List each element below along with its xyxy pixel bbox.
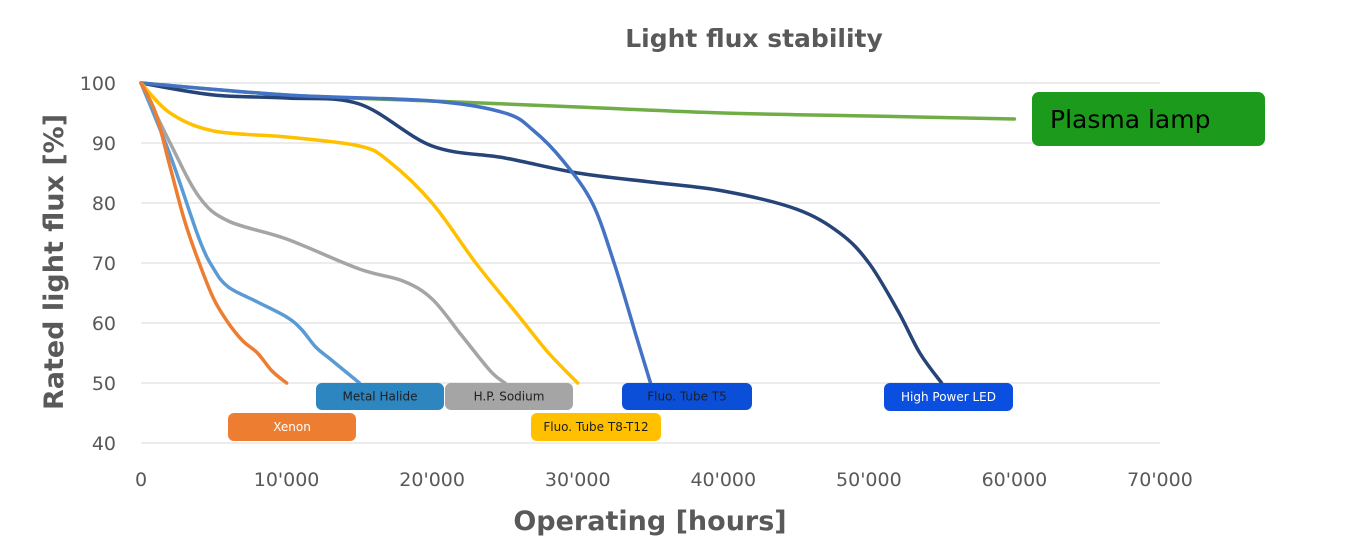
series-label-fluo-tube-t5: Fluo. Tube T5 <box>622 383 752 410</box>
y-tick-label: 70 <box>92 253 116 275</box>
y-tick-label: 90 <box>92 133 116 155</box>
series-lines <box>139 81 1017 385</box>
series-line-h-p-sodium <box>139 81 507 385</box>
series-labels: Xenon Metal Halide H.P. Sodium Fluo. Tube T… <box>228 92 1265 441</box>
series-label-box <box>316 383 444 410</box>
x-tick-label: 10'000 <box>254 469 320 491</box>
x-tick-label: 60'000 <box>982 469 1048 491</box>
x-tick-label: 0 <box>135 469 147 491</box>
gridlines <box>141 82 1160 444</box>
series-label-box <box>622 383 752 410</box>
series-label-xenon: Xenon <box>228 413 356 441</box>
series-label-box <box>884 383 1013 411</box>
x-tick-label: 20'000 <box>399 469 465 491</box>
series-label-box <box>445 383 573 410</box>
series-label-text: Fluo. Tube T5 <box>647 390 727 404</box>
series-line-plasma-lamp <box>139 81 1017 121</box>
y-tick-label: 40 <box>92 433 116 455</box>
series-label-high-power-led: High Power LED <box>884 383 1013 411</box>
x-tick-label: 40'000 <box>690 469 756 491</box>
series-label-metal-halide: Metal Halide <box>316 383 444 410</box>
series-label-text: Plasma lamp <box>1050 105 1210 134</box>
x-axis-title: Operating [hours] <box>513 506 786 537</box>
series-label-box <box>228 413 356 441</box>
series-label-box <box>531 413 661 441</box>
chart-title: Light flux stability <box>625 24 883 53</box>
series-label-text: Xenon <box>273 420 311 434</box>
series-line-xenon <box>139 81 289 385</box>
series-label-text: Fluo. Tube T8-T12 <box>543 420 648 434</box>
x-tick-labels: 0 10'000 20'000 30'000 40'000 50'000 60'000 70'… <box>135 469 1193 491</box>
x-tick-label: 30'000 <box>545 469 611 491</box>
y-tick-label: 50 <box>92 373 116 395</box>
y-axis-title: Rated light flux [%] <box>39 114 70 410</box>
series-label-plasma-lamp: Plasma lamp <box>1032 92 1265 146</box>
series-line-metal-halide <box>139 81 362 385</box>
x-tick-label: 70'000 <box>1127 469 1193 491</box>
series-line-fluo-tube-t5 <box>139 81 653 385</box>
series-label-h-p-sodium: H.P. Sodium <box>445 383 573 410</box>
series-label-text: High Power LED <box>901 390 996 404</box>
series-label-box <box>1032 92 1265 146</box>
y-tick-labels: 40 50 60 70 80 90 100 <box>80 73 116 455</box>
y-tick-label: 100 <box>80 73 116 95</box>
series-label-fluo-tube-t8-t12: Fluo. Tube T8-T12 <box>531 413 661 441</box>
series-label-text: H.P. Sodium <box>474 390 545 404</box>
x-tick-label: 50'000 <box>836 469 902 491</box>
series-label-text: Metal Halide <box>343 390 418 404</box>
y-tick-label: 80 <box>92 193 116 215</box>
y-tick-label: 60 <box>92 313 116 335</box>
series-line-high-power-led <box>139 81 944 385</box>
series-line-fluo-tube-t8-t12 <box>139 81 580 385</box>
